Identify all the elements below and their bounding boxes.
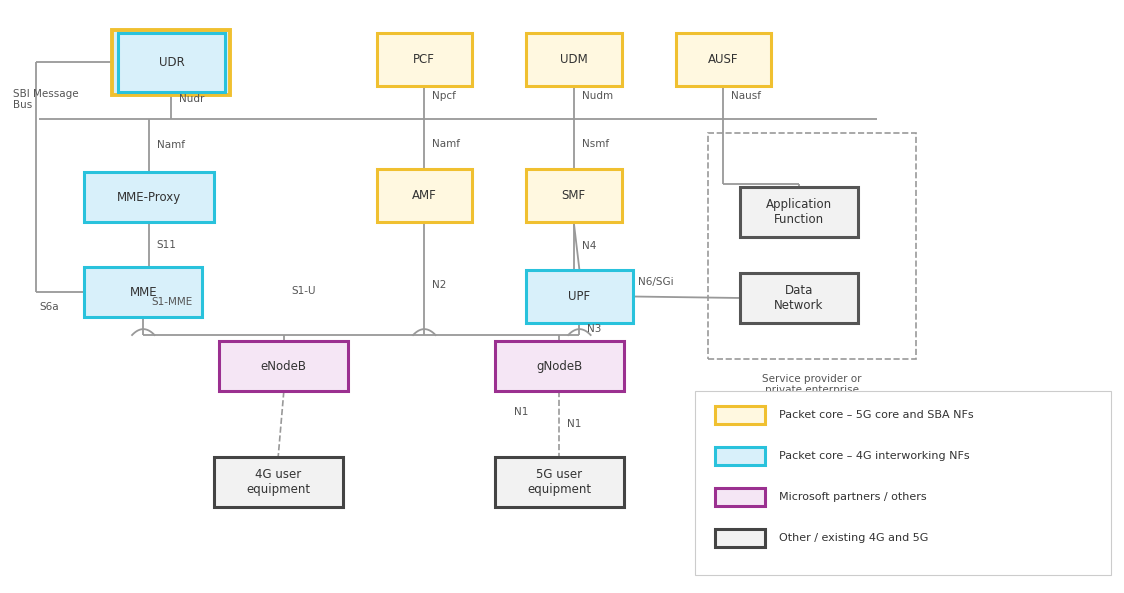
Text: gNodeB: gNodeB: [536, 360, 582, 372]
Text: Nausf: Nausf: [731, 91, 761, 101]
Text: UDR: UDR: [158, 56, 184, 69]
Text: SBI Message
Bus: SBI Message Bus: [13, 89, 79, 110]
Text: AMF: AMF: [411, 189, 437, 202]
FancyBboxPatch shape: [715, 406, 765, 424]
Text: Packet core – 4G interworking NFs: Packet core – 4G interworking NFs: [779, 451, 970, 461]
Text: Nudr: Nudr: [179, 94, 205, 104]
Text: Microsoft partners / others: Microsoft partners / others: [779, 492, 926, 502]
FancyBboxPatch shape: [219, 341, 348, 391]
Text: UDM: UDM: [560, 53, 588, 66]
Text: PCF: PCF: [414, 53, 435, 66]
Text: UPF: UPF: [569, 290, 590, 303]
Text: S11: S11: [156, 240, 176, 250]
Text: S6a: S6a: [39, 302, 58, 312]
Text: N4: N4: [582, 241, 596, 251]
Text: Other / existing 4G and 5G: Other / existing 4G and 5G: [779, 533, 928, 543]
Text: Npcf: Npcf: [432, 91, 456, 101]
Text: 4G user
equipment: 4G user equipment: [246, 468, 310, 496]
FancyBboxPatch shape: [84, 172, 214, 222]
Text: MME-Proxy: MME-Proxy: [117, 191, 181, 203]
Text: S1-MME: S1-MME: [151, 298, 192, 307]
FancyBboxPatch shape: [676, 33, 771, 86]
FancyBboxPatch shape: [495, 341, 624, 391]
FancyBboxPatch shape: [740, 273, 858, 323]
Text: N1: N1: [515, 407, 528, 417]
FancyBboxPatch shape: [112, 30, 230, 95]
FancyBboxPatch shape: [715, 488, 765, 506]
FancyBboxPatch shape: [214, 457, 343, 507]
Text: N2: N2: [432, 280, 446, 289]
Text: Nudm: Nudm: [582, 91, 613, 101]
Text: Nsmf: Nsmf: [582, 139, 609, 149]
Text: Data
Network: Data Network: [774, 284, 823, 312]
Text: S1-U: S1-U: [292, 286, 316, 295]
Text: Namf: Namf: [432, 139, 460, 149]
FancyBboxPatch shape: [377, 33, 472, 86]
Text: Namf: Namf: [156, 141, 184, 150]
Text: eNodeB: eNodeB: [261, 360, 307, 372]
FancyBboxPatch shape: [84, 267, 202, 317]
FancyBboxPatch shape: [377, 169, 472, 222]
Text: SMF: SMF: [562, 189, 586, 202]
FancyBboxPatch shape: [526, 33, 622, 86]
Text: Application
Function: Application Function: [765, 198, 832, 226]
FancyBboxPatch shape: [715, 529, 765, 547]
Text: Packet core – 5G core and SBA NFs: Packet core – 5G core and SBA NFs: [779, 410, 973, 420]
Text: 5G user
equipment: 5G user equipment: [527, 468, 591, 496]
FancyBboxPatch shape: [526, 169, 622, 222]
FancyBboxPatch shape: [740, 187, 858, 237]
Text: N3: N3: [588, 324, 601, 334]
Text: AUSF: AUSF: [708, 53, 738, 66]
FancyBboxPatch shape: [495, 457, 624, 507]
FancyBboxPatch shape: [715, 447, 765, 465]
Text: MME: MME: [129, 286, 157, 298]
Text: Service provider or
private enterprise: Service provider or private enterprise: [762, 374, 862, 395]
FancyBboxPatch shape: [526, 270, 633, 323]
Text: N1: N1: [566, 419, 581, 429]
FancyBboxPatch shape: [695, 391, 1111, 575]
Text: N6/SGi: N6/SGi: [638, 277, 674, 286]
FancyBboxPatch shape: [118, 33, 225, 92]
